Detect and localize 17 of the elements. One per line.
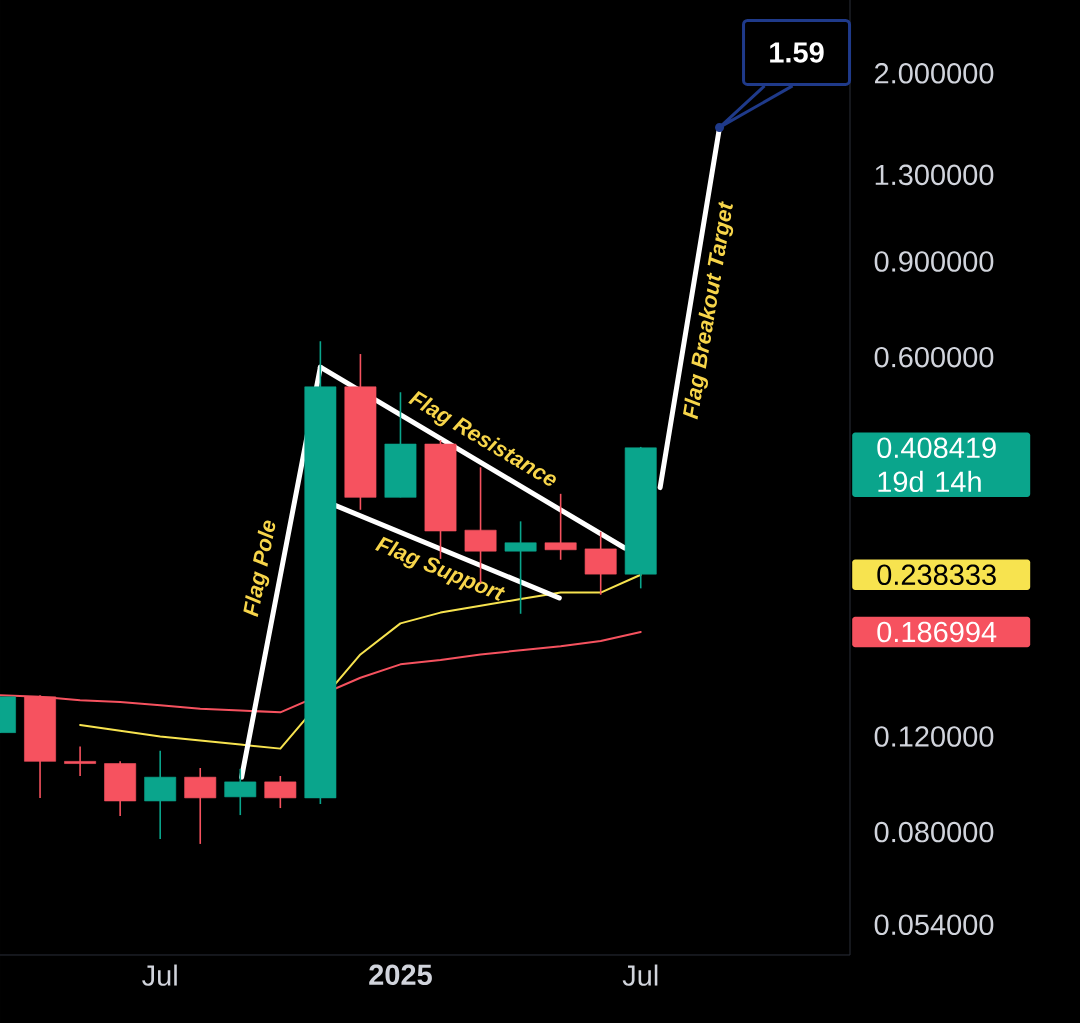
text: 0.186994 [877,621,997,643]
annotation: 1.59 [770,42,824,63]
text: 0.408419 [877,437,996,459]
text: Flag Pole [243,520,276,618]
x-tick-label: 2025 [369,964,432,986]
y-tick-label: 0.080000 [874,821,994,843]
y-tick-label: 0.120000 [874,726,994,747]
x-tick-label: Jul [142,964,177,986]
y-tick-label: 0.054000 [874,914,994,936]
text: Flag Breakout Target [683,200,734,420]
text: 19d 14h [878,470,981,493]
y-tick-label: 0.900000 [874,251,994,272]
y-tick-label: 2.000000 [875,63,994,84]
y-tick-label: 1.300000 [875,164,994,186]
text: 0.238333 [877,564,996,586]
y-tick-label: 0.600000 [874,346,994,368]
x-tick-label: Jul [622,964,658,986]
